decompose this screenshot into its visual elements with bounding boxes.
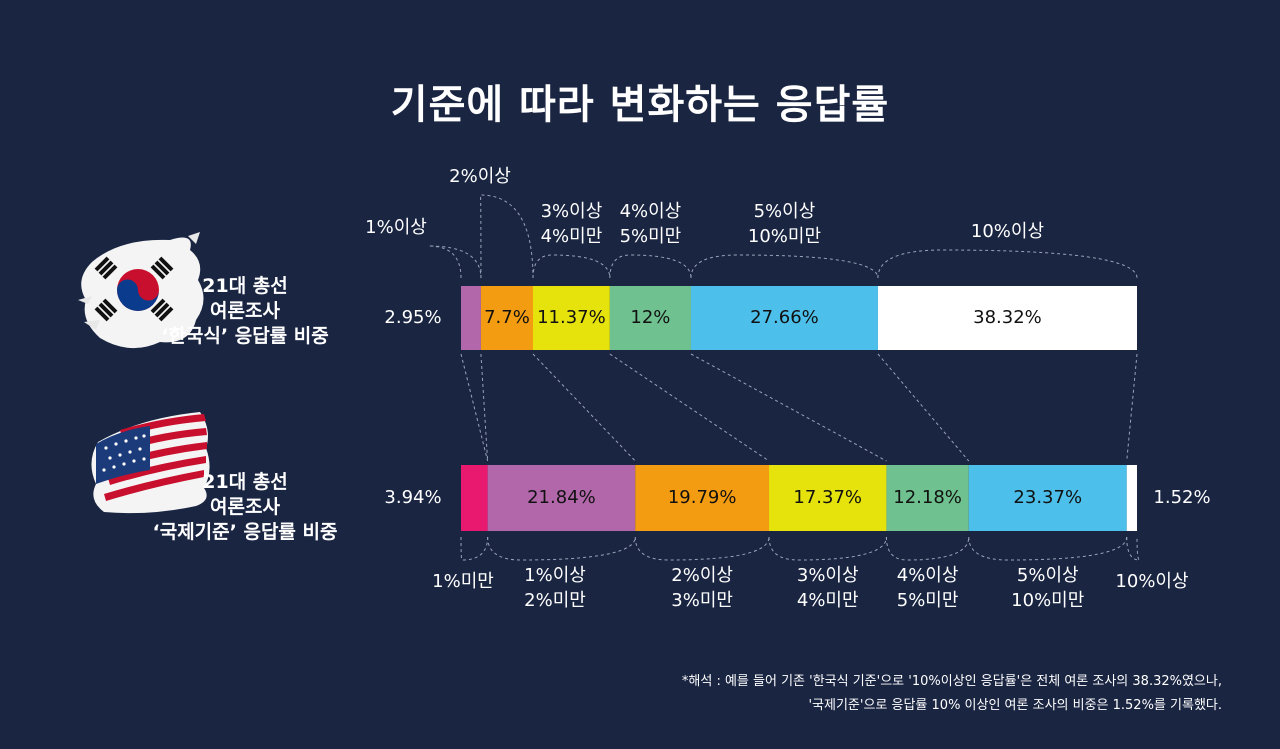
category-brace (1126, 536, 1140, 561)
category-brace (532, 254, 611, 279)
us-flag-icon (91, 412, 210, 514)
bar-segment (532, 286, 610, 350)
category-label: 10%미만 (748, 226, 821, 247)
row-label-line: 21대 총선 (202, 471, 288, 493)
row-label-line: 여론조사 (210, 300, 280, 322)
bar-segment (968, 465, 1127, 531)
connector-line (877, 353, 970, 462)
category-label: 10%이상 (971, 221, 1044, 242)
category-label: 2%미만 (524, 590, 586, 611)
category-label: 3%이상 (797, 565, 859, 586)
category-brace (690, 254, 879, 279)
bar-segment (609, 286, 691, 350)
connector-line (532, 353, 636, 462)
connector-line (690, 353, 887, 462)
bar-segment (690, 286, 878, 350)
category-label: 1%이상 (524, 565, 586, 586)
category-label: 3%미만 (671, 590, 733, 611)
value-label: 1.52% (1153, 487, 1210, 508)
category-label: 1%이상 (365, 217, 427, 238)
category-label: 4%미만 (541, 226, 603, 247)
category-label: 5%이상 (1017, 565, 1079, 586)
value-label: 27.66% (750, 307, 819, 328)
bar-segment (886, 465, 969, 531)
chart-title: 기준에 따라 변화하는 응답률 (390, 82, 890, 128)
row-label-line: 21대 총선 (202, 275, 288, 297)
bar-segment (635, 465, 770, 531)
footnote: *해석 : 예를 들어 기존 '한국식 기준'으로 '10%이상인 응답률'은 … (682, 670, 1222, 718)
category-brace (487, 536, 636, 561)
category-label: 2%이상 (449, 166, 511, 187)
category-label: 4%이상 (620, 201, 682, 222)
connector-line (460, 353, 489, 462)
value-label: 2.95% (384, 307, 441, 328)
category-brace (479, 194, 534, 279)
category-label: 10%미만 (1011, 590, 1084, 611)
category-label: 4%이상 (897, 565, 959, 586)
value-label: 21.84% (527, 487, 596, 508)
row-label-korean: 21대 총선 여론조사 ‘한국식’ 응답률 비중 (150, 274, 340, 349)
bar-segment (1126, 465, 1137, 531)
connector-line (1126, 353, 1138, 462)
category-brace (768, 536, 887, 561)
value-label: 38.32% (973, 307, 1042, 328)
category-brace (634, 536, 770, 561)
value-label: 23.37% (1013, 487, 1082, 508)
category-label: 5%미만 (620, 226, 682, 247)
value-label: 3.94% (384, 487, 441, 508)
row-label-international: 21대 총선 여론조사 ‘국제기준’ 응답률 비중 (150, 470, 340, 545)
category-brace (877, 249, 1138, 279)
category-brace (885, 536, 970, 561)
bar-segment (461, 286, 481, 350)
category-label: 4%미만 (797, 590, 859, 611)
category-label: 5%미만 (897, 590, 959, 611)
category-label: 1%미만 (432, 571, 494, 592)
value-label: 12.18% (893, 487, 962, 508)
category-brace (968, 536, 1128, 561)
bar-segment (480, 286, 533, 350)
bar-segment (769, 465, 887, 531)
row-label-line: ‘한국식’ 응답률 비중 (161, 325, 329, 347)
connector-line (609, 353, 770, 462)
value-label: 17.37% (793, 487, 862, 508)
category-label: 2%이상 (671, 565, 733, 586)
value-label: 11.37% (537, 307, 606, 328)
category-label: 5%이상 (754, 201, 816, 222)
row-label-line: 여론조사 (210, 496, 280, 518)
value-label: 7.7% (484, 307, 530, 328)
connector-line (480, 353, 489, 462)
value-label: 19.79% (668, 487, 737, 508)
value-label: 12% (630, 307, 670, 328)
category-brace (609, 254, 692, 279)
bar-segment (877, 286, 1137, 350)
category-brace (460, 536, 489, 561)
category-brace (428, 245, 482, 279)
bar-segment (487, 465, 636, 531)
row-label-line: ‘국제기준’ 응답률 비중 (152, 521, 338, 543)
footnote-line: *해석 : 예를 들어 기존 '한국식 기준'으로 '10%이상인 응답률'은 … (681, 674, 1222, 689)
category-label: 10%이상 (1115, 571, 1188, 592)
korea-flag-icon (78, 232, 204, 349)
footnote-line: '국제기준'으로 응답률 10% 이상인 여론 조사의 비중은 1.52%를 기… (808, 698, 1222, 713)
bar-segment (461, 465, 488, 531)
category-label: 3%이상 (541, 201, 603, 222)
